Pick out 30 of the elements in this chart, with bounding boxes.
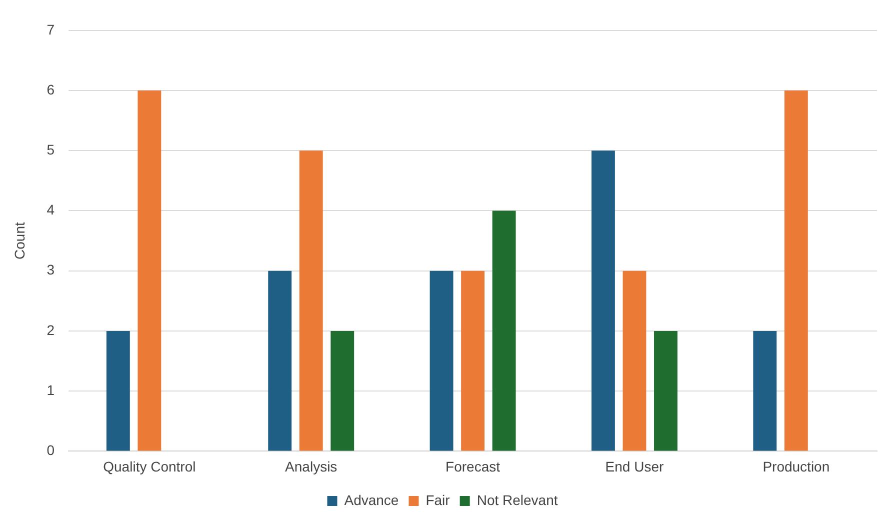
x-tick-label: Analysis <box>285 458 338 474</box>
bar <box>430 270 454 451</box>
legend-label: Fair <box>426 492 450 508</box>
y-tick-label: 1 <box>46 382 55 398</box>
legend-label: Not Relevant <box>476 492 558 508</box>
y-tick-label: 5 <box>46 141 55 158</box>
y-tick-label: 7 <box>46 21 55 38</box>
bar <box>268 270 292 451</box>
y-tick-label: 3 <box>46 262 55 278</box>
bar <box>492 210 516 451</box>
bar <box>654 330 678 451</box>
y-tick-label: 4 <box>46 202 55 218</box>
bar <box>591 150 615 451</box>
y-axis-title: Count <box>11 222 28 260</box>
x-tick-label: Quality Control <box>103 458 196 474</box>
legend-label: Advance <box>344 492 399 508</box>
bar <box>330 330 354 451</box>
y-tick-label: 6 <box>46 81 55 98</box>
x-tick-label: Production <box>762 458 830 474</box>
y-tick-label: 2 <box>46 322 55 338</box>
bar <box>461 270 485 451</box>
x-tick-label: End User <box>605 458 664 474</box>
bar <box>299 150 323 451</box>
bar <box>753 330 777 451</box>
bar <box>106 330 130 451</box>
bar <box>784 90 808 451</box>
bar <box>622 270 646 451</box>
x-tick-label: Forecast <box>446 458 500 474</box>
y-tick-label: 0 <box>46 442 55 458</box>
bar <box>138 90 162 451</box>
